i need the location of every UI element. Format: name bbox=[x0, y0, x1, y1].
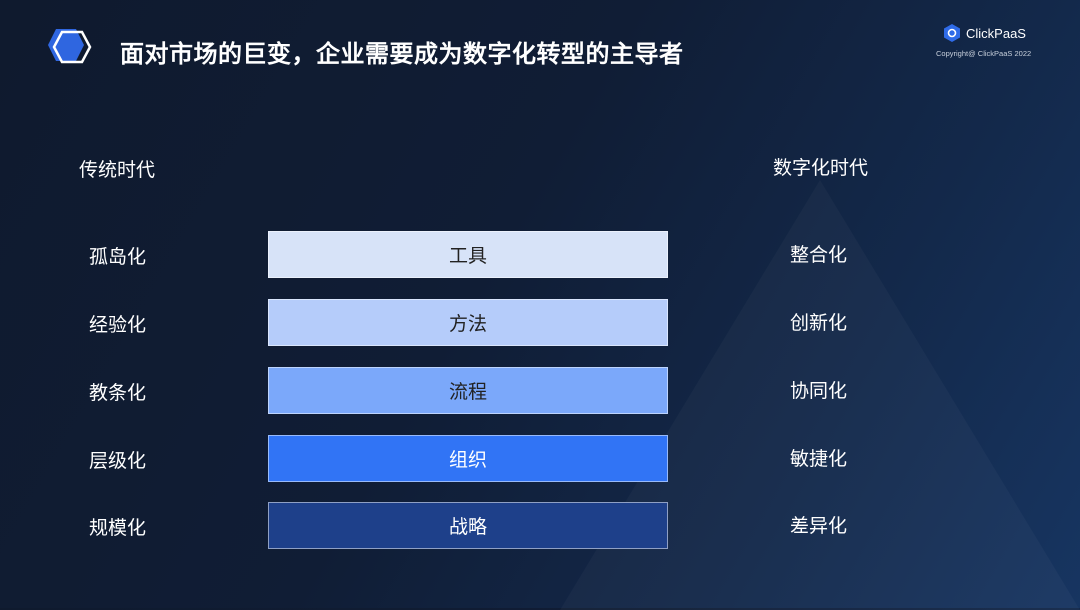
digital-label: 协同化 bbox=[790, 380, 848, 402]
layer-bar: 流程 bbox=[268, 367, 668, 414]
digital-label: 创新化 bbox=[790, 312, 848, 334]
right-header: 数字化时代 bbox=[773, 157, 869, 179]
digital-label: 敏捷化 bbox=[790, 448, 848, 470]
copyright: Copyright@ ClickPaaS 2022 bbox=[936, 49, 1032, 58]
brand-name: ClickPaaS bbox=[966, 25, 1026, 41]
clickpaas-icon bbox=[944, 24, 960, 42]
layer-label: 流程 bbox=[448, 381, 487, 403]
digital-label: 整合化 bbox=[790, 244, 848, 266]
brand-logo: ClickPaaS bbox=[944, 24, 1026, 42]
layer-bar: 工具 bbox=[268, 231, 668, 278]
layer-label: 工具 bbox=[448, 245, 487, 267]
layer-bar: 方法 bbox=[268, 299, 668, 346]
traditional-label: 经验化 bbox=[89, 314, 147, 336]
page-title: 面对市场的巨变，企业需要成为数字化转型的主导者 bbox=[120, 40, 684, 68]
layer-label: 战略 bbox=[448, 516, 487, 538]
traditional-label: 层级化 bbox=[89, 450, 147, 472]
hexagon-logo-icon bbox=[48, 29, 92, 64]
layer-bar: 组织 bbox=[268, 435, 668, 482]
traditional-label: 规模化 bbox=[89, 517, 147, 539]
digital-label: 差异化 bbox=[790, 515, 848, 537]
traditional-label: 教条化 bbox=[89, 382, 147, 404]
layer-label: 方法 bbox=[448, 313, 487, 335]
traditional-label: 孤岛化 bbox=[89, 246, 147, 268]
left-header: 传统时代 bbox=[79, 159, 156, 181]
layer-bar: 战略 bbox=[268, 502, 668, 549]
layer-label: 组织 bbox=[448, 449, 487, 471]
